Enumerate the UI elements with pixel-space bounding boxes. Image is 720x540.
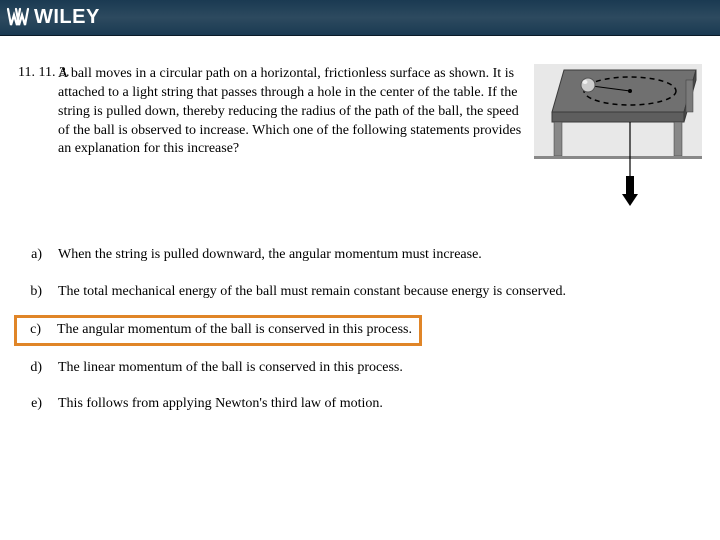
option-c-highlighted: c) The angular momentum of the ball is c…	[14, 315, 422, 346]
brand-logo: WILEY	[6, 6, 100, 29]
option-label: b)	[22, 283, 50, 302]
option-text: When the string is pulled downward, the …	[58, 246, 698, 265]
question-row: 11. 11. 3. A ball moves in a circular pa…	[18, 64, 702, 221]
question-text: 11. 11. 3. A ball moves in a circular pa…	[18, 64, 534, 159]
option-text: The linear momentum of the ball is conse…	[58, 359, 698, 378]
option-a: a) When the string is pulled downward, t…	[18, 241, 702, 270]
wiley-w-icon	[6, 7, 30, 29]
brand-name: WILEY	[34, 6, 100, 29]
option-label: e)	[22, 395, 50, 414]
option-text: The angular momentum of the ball is cons…	[57, 321, 415, 340]
option-label: d)	[22, 359, 50, 378]
options-list: a) When the string is pulled downward, t…	[18, 241, 702, 419]
option-b: b) The total mechanical energy of the ba…	[18, 278, 702, 307]
option-d: d) The linear momentum of the ball is co…	[18, 354, 702, 383]
content-area: 11. 11. 3. A ball moves in a circular pa…	[0, 36, 720, 419]
header-bar: WILEY	[0, 0, 720, 36]
option-text: The total mechanical energy of the ball …	[58, 283, 698, 302]
question-body: A ball moves in a circular path on a hor…	[18, 65, 526, 159]
option-label: a)	[22, 246, 50, 265]
option-label: c)	[21, 321, 49, 340]
option-e: e) This follows from applying Newton's t…	[18, 390, 702, 419]
physics-diagram	[534, 64, 702, 221]
option-text: This follows from applying Newton's thir…	[58, 395, 698, 414]
